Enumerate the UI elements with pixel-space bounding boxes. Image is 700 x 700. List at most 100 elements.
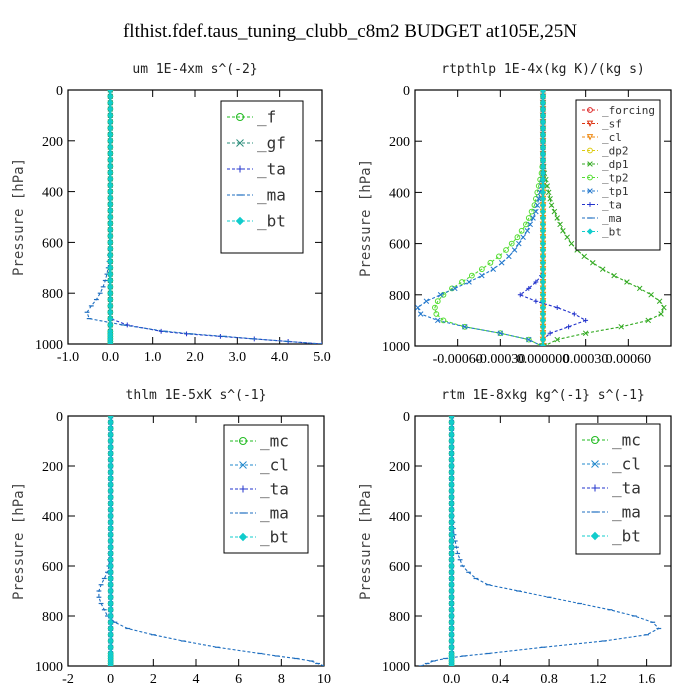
legend-label: _cl: [602, 131, 622, 144]
data-point: [448, 525, 455, 532]
data-point: [107, 124, 114, 132]
y-tick-label: 400: [42, 186, 63, 201]
data-point: [107, 475, 114, 482]
data-point: [107, 232, 114, 240]
data-point: [107, 321, 114, 329]
y-tick-label: 400: [389, 186, 410, 201]
legend-marker: [236, 165, 244, 173]
data-point: [107, 188, 114, 195]
y-tick-label: 800: [42, 287, 63, 302]
y-tick-label: 1000: [382, 340, 410, 355]
legend-label: _cl: [260, 456, 289, 475]
y-tick-label: 400: [389, 510, 410, 525]
data-point: [107, 213, 114, 221]
y-tick-label: 800: [389, 610, 410, 625]
data-point: [539, 214, 547, 222]
legend-label: _forcing: [602, 104, 655, 117]
data-point: [107, 519, 114, 526]
data-point: [539, 189, 547, 196]
data-point: [533, 279, 539, 285]
data-point: [661, 304, 667, 311]
y-tick-label: 0: [56, 84, 63, 99]
x-tick-label: 10: [317, 672, 331, 687]
data-point: [545, 189, 552, 196]
data-point: [499, 260, 505, 266]
series-group: [418, 416, 662, 666]
data-point: [648, 292, 654, 298]
y-tick-label: 1000: [35, 660, 63, 675]
data-point: [582, 330, 589, 336]
data-point: [107, 226, 114, 233]
data-point: [539, 246, 547, 254]
y-tick-label: 1000: [35, 338, 63, 353]
data-point: [417, 311, 424, 317]
data-point: [107, 169, 114, 176]
data-point: [611, 272, 617, 279]
data-point: [107, 416, 114, 419]
data-point: [448, 425, 455, 432]
data-point: [478, 266, 485, 273]
data-point: [539, 259, 547, 266]
data-point: [534, 202, 541, 208]
x-tick-label: 5.0: [313, 350, 331, 365]
data-point: [448, 462, 455, 470]
legend-marker: [591, 460, 599, 468]
data-point: [539, 240, 547, 247]
data-point: [539, 144, 547, 151]
data-point: [527, 221, 533, 228]
data-point: [568, 240, 575, 247]
data-point: [448, 544, 455, 551]
legend-label: _ta: [602, 198, 622, 211]
data-point: [107, 416, 114, 420]
data-point: [448, 450, 455, 457]
y-axis-label: Pressure [hPa]: [11, 482, 27, 600]
data-point: [525, 215, 532, 221]
data-point: [107, 481, 114, 488]
legend-marker: [587, 202, 593, 207]
data-point: [544, 183, 551, 189]
data-point: [448, 581, 455, 588]
legend-label: _bt: [602, 225, 622, 238]
legend-marker: [236, 113, 244, 121]
data-point: [107, 550, 114, 557]
data-point: [432, 304, 438, 311]
y-tick-label: 400: [42, 510, 63, 525]
data-point: [448, 475, 455, 482]
data-point: [518, 227, 525, 234]
data-point: [448, 487, 455, 495]
data-point: [448, 437, 455, 445]
data-point: [107, 150, 114, 157]
legend-marker: [235, 216, 245, 226]
legend-marker: [587, 188, 593, 194]
data-point: [448, 456, 455, 463]
series-group: [415, 90, 667, 346]
x-tick-label: 1.2: [589, 672, 607, 687]
data-point: [448, 419, 455, 426]
data-point: [539, 304, 547, 311]
chart-panel-3: thlm 1E-5xK s^(-1} Pressure [hPa] 0 200 400 6…: [11, 388, 331, 687]
data-point: [107, 637, 114, 645]
data-point: [548, 202, 555, 208]
x-tick-label: 0.0: [102, 350, 120, 365]
data-point: [581, 253, 587, 260]
data-point: [107, 500, 114, 507]
data-point: [554, 215, 560, 221]
y-axis-label: Pressure [hPa]: [358, 159, 374, 277]
data-point: [539, 118, 547, 126]
data-point: [437, 292, 444, 298]
data-point: [539, 336, 547, 343]
data-point: [107, 163, 114, 170]
y-tick-label: 200: [42, 135, 63, 150]
data-point: [539, 163, 547, 170]
data-point: [539, 330, 547, 337]
data-point: [448, 612, 455, 620]
x-tick-label: -2: [62, 672, 74, 687]
data-point: [107, 562, 114, 570]
x-tick-label: -1.0: [57, 350, 79, 365]
data-point: [448, 416, 455, 419]
data-point: [540, 90, 546, 93]
data-point: [524, 228, 531, 234]
data-point: [539, 150, 547, 158]
data-point: [448, 587, 455, 595]
data-point: [107, 251, 114, 259]
